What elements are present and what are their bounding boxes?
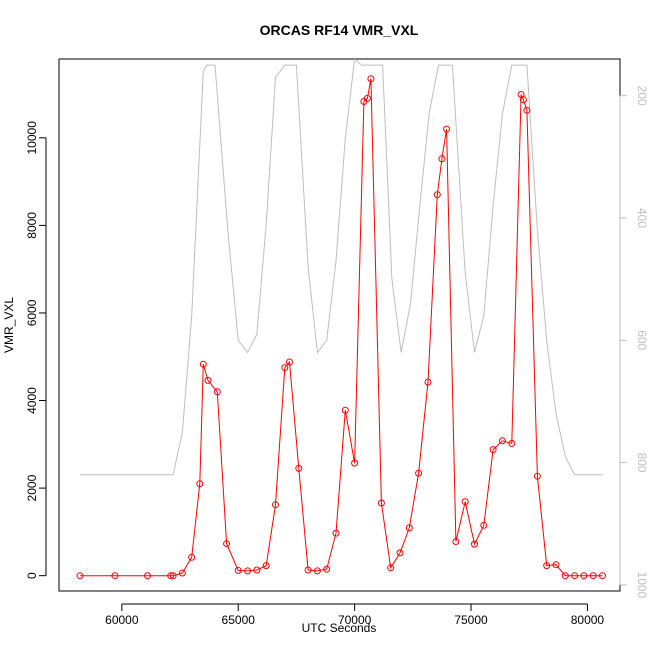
- plot-frame: [58, 58, 621, 592]
- data-point: [178, 569, 186, 577]
- data-point: [523, 106, 531, 114]
- y-tick-label: 6000: [25, 299, 39, 326]
- data-point: [351, 459, 359, 467]
- x-axis: 60000 65000 70000 75000 80000: [105, 603, 605, 627]
- data-point: [262, 562, 270, 570]
- series-line: [80, 78, 603, 577]
- data-point: [272, 501, 279, 509]
- data-point: [443, 125, 451, 133]
- data-point: [480, 521, 488, 529]
- y-tick-label: 8000: [25, 212, 39, 239]
- data-point: [332, 529, 340, 537]
- data-point: [471, 540, 478, 548]
- data-point: [508, 439, 516, 447]
- data-point: [196, 480, 204, 488]
- data-point: [286, 358, 293, 366]
- x-tick-label: 75000: [454, 613, 488, 627]
- data-point: [367, 75, 375, 83]
- data-point: [489, 446, 497, 454]
- data-point: [415, 469, 423, 477]
- data-point: [363, 94, 371, 102]
- chart-title: ORCAS RF14 VMR_VXL: [260, 22, 419, 38]
- data-point: [199, 360, 207, 368]
- data-point: [341, 406, 349, 414]
- y2-tick-label: 600: [635, 330, 649, 350]
- data-point: [433, 191, 441, 199]
- data-point: [589, 572, 597, 580]
- data-point: [188, 553, 196, 561]
- y-tick-label: 10000: [25, 121, 39, 155]
- data-point: [561, 572, 569, 580]
- x-axis-label: UTC Seconds: [302, 621, 377, 635]
- x-tick-label: 80000: [571, 613, 605, 627]
- data-point: [281, 364, 289, 372]
- y2-tick-label: 1000: [635, 572, 649, 599]
- data-point: [111, 572, 119, 580]
- data-point: [396, 549, 404, 557]
- x-tick-label: 70000: [338, 613, 372, 627]
- y-tick-label: 0: [25, 572, 39, 579]
- data-point: [452, 538, 460, 545]
- data-point: [377, 499, 385, 507]
- y-axis-label: VMR_VXL: [2, 297, 16, 353]
- data-point: [144, 572, 151, 580]
- data-point: [533, 472, 541, 480]
- data-point: [253, 566, 261, 574]
- data-point: [599, 572, 606, 580]
- data-point: [571, 572, 579, 580]
- data-point: [223, 540, 231, 548]
- data-point: [580, 572, 588, 580]
- data-point: [405, 524, 413, 532]
- y-tick-label: 4000: [25, 387, 39, 414]
- data-point: [204, 376, 212, 384]
- data-point: [438, 155, 446, 163]
- y2-axis: 200 400 600 800 1000: [619, 86, 649, 599]
- x-tick-label: 60000: [105, 613, 139, 627]
- x-tick-label: 65000: [222, 613, 256, 627]
- series-layer: [76, 59, 606, 580]
- data-point: [387, 564, 395, 572]
- data-point: [167, 572, 175, 580]
- data-point: [313, 567, 321, 575]
- data-point: [323, 565, 331, 573]
- data-point: [498, 437, 506, 445]
- data-point: [552, 561, 560, 569]
- data-point: [76, 572, 84, 580]
- y2-tick-label: 400: [635, 208, 649, 228]
- y-tick-label: 2000: [25, 474, 39, 501]
- secondary-series-line: [80, 59, 603, 476]
- data-point: [461, 498, 469, 506]
- data-point: [304, 566, 312, 574]
- data-point: [295, 464, 303, 472]
- data-point: [543, 562, 551, 570]
- y-axis: 0 2000 4000 6000 8000 10000: [25, 121, 47, 579]
- y2-tick-label: 200: [635, 86, 649, 106]
- data-point: [519, 96, 527, 104]
- data-point: [424, 378, 432, 386]
- data-point: [234, 566, 242, 574]
- y2-tick-label: 800: [635, 453, 649, 473]
- data-point: [213, 388, 221, 396]
- data-point: [244, 567, 252, 575]
- data-point: [169, 572, 177, 580]
